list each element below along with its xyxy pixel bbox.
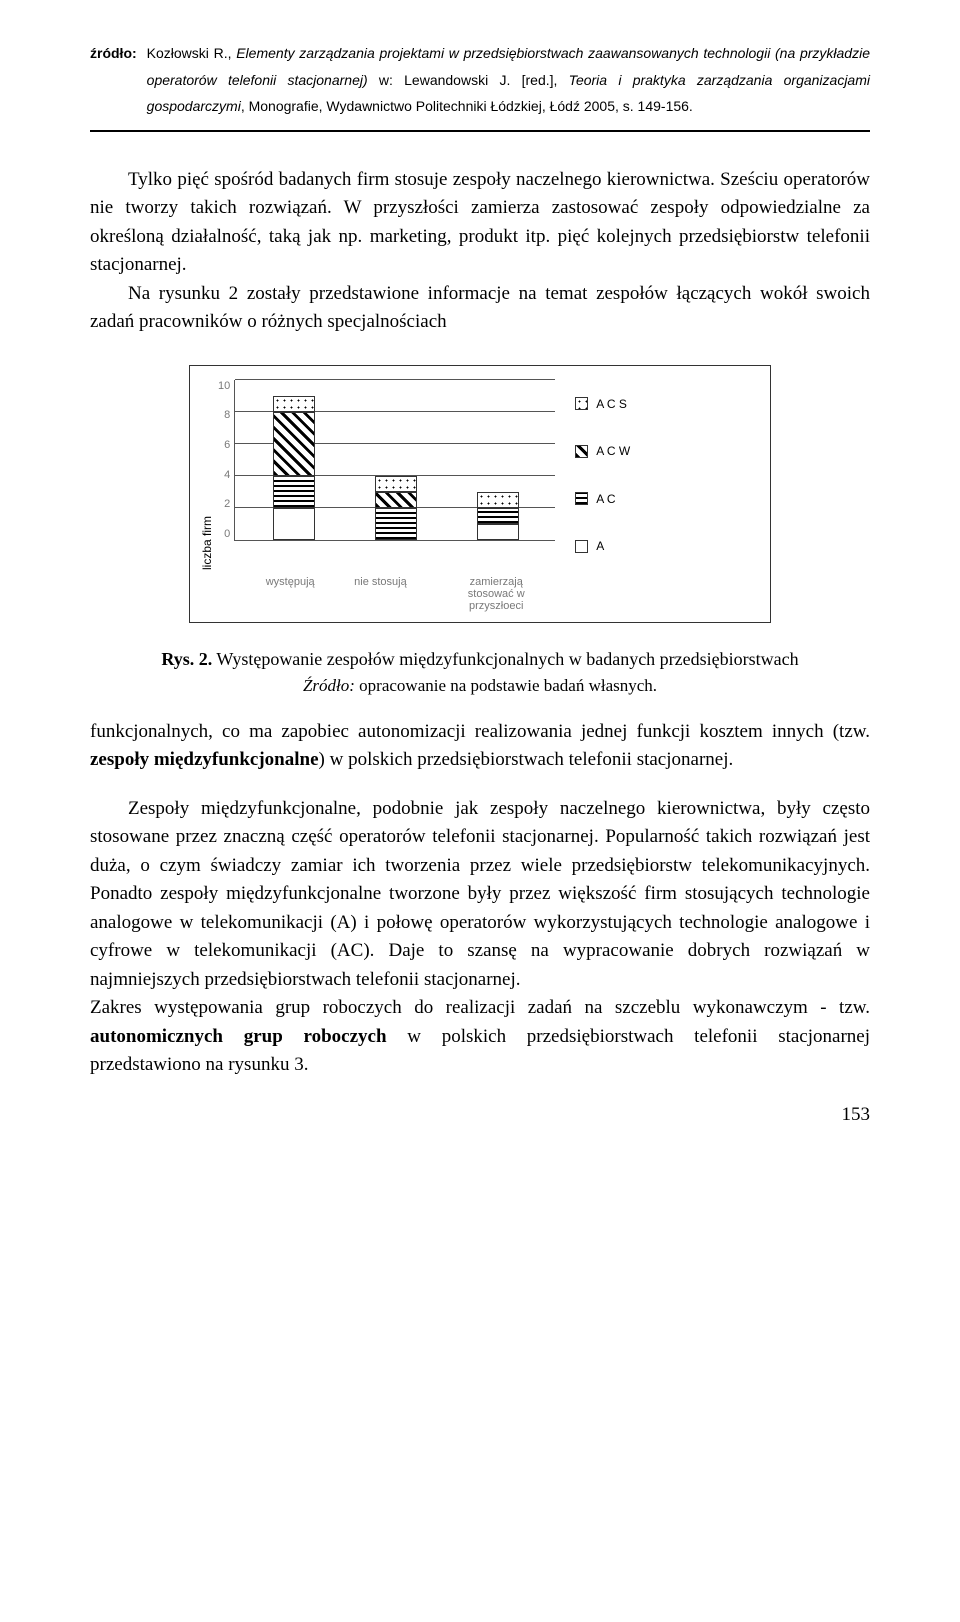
paragraph-2: Na rysunku 2 zostały przedstawione infor…	[90, 280, 870, 337]
paragraph-4: Zespoły międzyfunkcjonalne, podobnie jak…	[90, 795, 870, 995]
legend-swatch-icon	[575, 397, 588, 410]
chart-bar-segment	[477, 492, 519, 508]
legend-label: A C S	[596, 397, 627, 411]
chart-bar	[375, 476, 417, 540]
source-text: Kozłowski R., Elementy zarządzania proje…	[147, 40, 870, 120]
legend-item: A C	[575, 492, 630, 506]
legend-label: A	[596, 539, 604, 553]
figure-caption: Rys. 2. Występowanie zespołów międzyfunk…	[90, 649, 870, 670]
chart-bar-segment	[273, 508, 315, 540]
ytick: 2	[218, 498, 230, 510]
chart-bar	[273, 396, 315, 540]
chart-bar-segment	[273, 412, 315, 476]
chart-gridline	[235, 379, 555, 380]
ytick: 10	[218, 380, 230, 392]
p5-part-a: Zakres występowania grup roboczych do re…	[90, 997, 870, 1018]
source-citation: źródło: Kozłowski R., Elementy zarządzan…	[90, 40, 870, 120]
p3-part-a: funkcjonalnych, co ma zapobiec autonomiz…	[90, 721, 870, 742]
legend-label: A C	[596, 492, 615, 506]
x-category: nie stosują	[354, 576, 407, 612]
ytick: 0	[218, 528, 230, 540]
chart-bar	[477, 492, 519, 540]
ytick: 4	[218, 469, 230, 481]
source-part2: w: Lewandowski J. [red.],	[368, 72, 569, 88]
p3-part-b: zespoły międzyfunkcjonalne	[90, 749, 319, 770]
chart-bar-segment	[477, 508, 519, 524]
paragraph-1: Tylko pięć spośród badanych firm stosuje…	[90, 166, 870, 280]
caption-text: Występowanie zespołów międzyfunkcjonalny…	[212, 649, 798, 669]
chart-bar-segment	[375, 492, 417, 508]
chart-container: liczba firm 10 8 6 4 2 0 A C S A C W	[189, 365, 771, 623]
p3-part-c: ) w polskich przedsiębiorstwach telefoni…	[319, 749, 734, 770]
chart-bar-segment	[375, 476, 417, 492]
legend-item: A	[575, 539, 630, 553]
ytick: 6	[218, 439, 230, 451]
caption-label: Rys. 2.	[161, 649, 212, 669]
chart-bar-segment	[273, 476, 315, 508]
source-part1: Kozłowski R.,	[147, 45, 237, 61]
chart-bar-segment	[273, 396, 315, 412]
chart-y-axis-ticks: 10 8 6 4 2 0	[218, 380, 234, 540]
legend-item: A C W	[575, 444, 630, 458]
legend-swatch-icon	[575, 445, 588, 458]
x-category: występują	[266, 576, 315, 612]
source-label: źródło:	[90, 40, 137, 120]
caption-sub-label: Źródło:	[303, 676, 355, 695]
page-number: 153	[90, 1104, 870, 1126]
source-part3: , Monografie, Wydawnictwo Politechniki Ł…	[241, 98, 693, 114]
legend-label: A C W	[596, 444, 630, 458]
ytick: 8	[218, 409, 230, 421]
p5-part-b: autonomicznych grup roboczych	[90, 1026, 387, 1047]
caption-sub-text: opracowanie na podstawie badań własnych.	[355, 676, 657, 695]
legend-item: A C S	[575, 397, 630, 411]
legend-swatch-icon	[575, 492, 588, 505]
chart-bar-segment	[477, 524, 519, 540]
figure-source: Źródło: opracowanie na podstawie badań w…	[90, 676, 870, 696]
chart-bar-segment	[375, 508, 417, 540]
chart-plot-area	[234, 380, 555, 541]
chart-x-axis-labels: występują nie stosują zamierzają stosowa…	[246, 576, 566, 612]
chart-y-axis-label: liczba firm	[200, 380, 214, 570]
x-category: zamierzają stosować w przyszłoeci	[446, 576, 546, 612]
chart-legend: A C S A C W A C A	[575, 380, 630, 570]
legend-swatch-icon	[575, 540, 588, 553]
paragraph-3: funkcjonalnych, co ma zapobiec autonomiz…	[90, 718, 870, 775]
header-divider	[90, 130, 870, 132]
paragraph-5: Zakres występowania grup roboczych do re…	[90, 994, 870, 1080]
